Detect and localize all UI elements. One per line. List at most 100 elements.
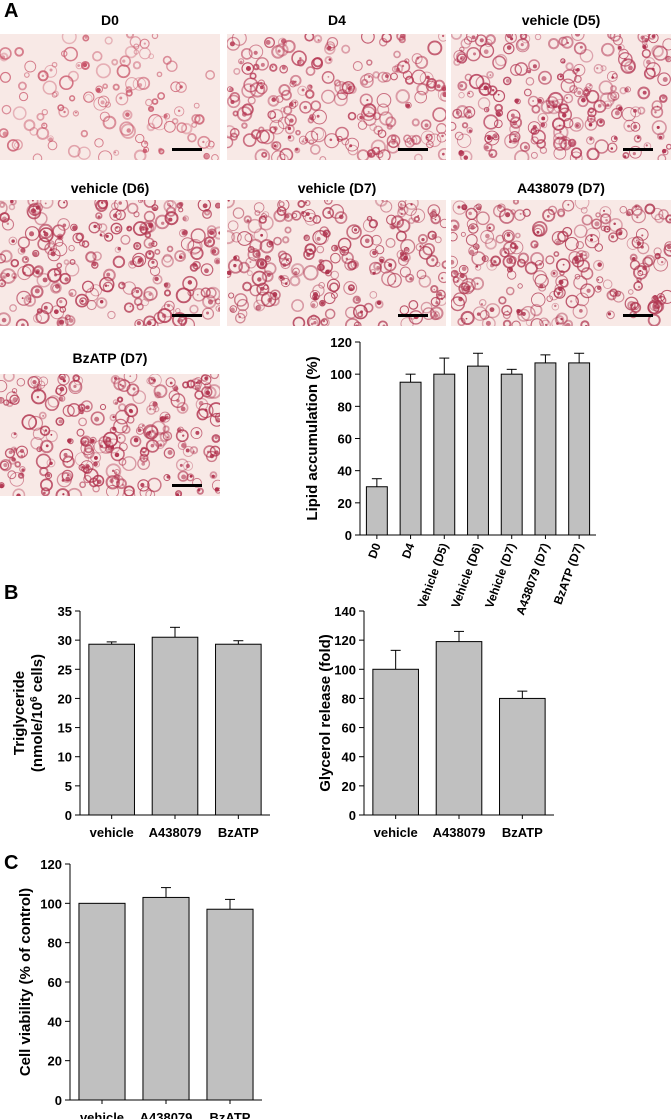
y-tick-label: 15 [58,721,72,736]
micrograph-title-vehicle-d6: vehicle (D6) [70,180,150,196]
micrograph-texture [0,200,220,326]
bar-glycerol-2 [499,697,546,816]
y-tick-label: 100 [330,367,352,382]
x-tick-label: A438079 [140,1110,193,1119]
y-tick-label: 20 [48,1054,62,1069]
scale-bar [623,314,653,317]
y-tick-label: 10 [58,750,72,765]
y-tick-label: 120 [40,857,62,872]
x-tick-label: A438079 [149,825,202,840]
y-tick-label: 40 [342,750,356,765]
bar-lipid-6 [568,362,591,536]
micrograph-title-d4: D4 [328,12,346,28]
y-tick-label: 120 [334,633,356,648]
y-tick-label: 20 [58,691,72,706]
y-tick-label: 0 [349,808,356,823]
y-tick-label: 80 [342,691,356,706]
micrograph-d0 [0,34,220,160]
y-tick-label: 0 [55,1093,62,1108]
bar-viability-1 [142,896,190,1101]
y-axis-label: Cell viability (% of control) [17,888,34,1076]
bar-triglyceride-2 [215,643,262,816]
micrograph-a438079-d7 [451,200,671,326]
y-tick-label: 100 [334,662,356,677]
x-tick-label: vehicle [80,1110,124,1119]
y-tick-label: 20 [342,779,356,794]
y-tick-label: 60 [338,432,352,447]
chart-triglyceride: 0 5 10 15 20 25 30 35 vehicle A438079 BzATP Triglyc… [11,604,270,840]
bar-lipid-4 [500,373,523,536]
micrograph-title-d0: D0 [101,12,119,28]
micrograph-texture [0,34,220,160]
panel-label-a: A [4,0,19,22]
y-tick-label: 30 [58,633,72,648]
micrograph-title-vehicle-d7: vehicle (D7) [297,180,377,196]
y-tick-label: 120 [330,335,352,350]
y-tick-label: 40 [48,1014,62,1029]
y-tick-label: 80 [48,936,62,951]
x-tick-label: BzATP [210,1110,251,1119]
y-tick-label: 140 [334,604,356,619]
scale-bar [172,314,202,317]
x-tick-label: BzATP [218,825,259,840]
x-tick-label: D4 [399,541,418,561]
bar-lipid-1 [399,381,422,536]
scale-bar [398,148,428,151]
panel-label-c: C [4,852,19,874]
micrograph-texture [451,34,671,160]
x-tick-label: A438079 [433,825,486,840]
y-tick-label: 0 [345,528,352,543]
micrograph-title-bzatp-d7: BzATP (D7) [72,350,148,366]
micrograph-texture [227,200,446,326]
x-tick-label: Vehicle (D6) [448,541,484,610]
y-tick-label: 35 [58,604,72,619]
micrograph-texture [227,34,446,160]
scale-bar [398,314,428,317]
x-tick-label: vehicle [374,825,418,840]
y-tick-label: 20 [338,496,352,511]
chart-glycerol: 0 20 40 60 80 100 120 140 vehicle A438079 BzATP Gly… [317,604,554,840]
y-tick-label: 60 [342,721,356,736]
y-axis-label-line2: (nmole/106 cells) [29,654,47,772]
y-axis-label-line1: Triglyceride [11,671,28,755]
micrograph-d4 [227,34,446,160]
bar-triglyceride-1 [151,636,199,816]
x-tick-label: D0 [365,541,384,561]
y-tick-label: 80 [338,399,352,414]
y-tick-label: 0 [65,808,72,823]
micrograph-texture [451,200,671,326]
bar-lipid-0 [365,486,388,536]
micrograph-texture [0,374,220,496]
x-tick-label: A438079 (D7) [513,541,552,617]
x-tick-label: Vehicle (D7) [482,541,518,610]
bar-viability-0 [78,902,126,1101]
bar-lipid-2 [433,373,456,536]
micrograph-title-a438079-d7: A438079 (D7) [517,180,605,196]
x-tick-label: Vehicle (D5) [415,541,451,610]
y-axis-label: Glycerol release (fold) [317,634,334,792]
y-axis-label: Lipid accumulation (%) [304,356,321,520]
bar-glycerol-0 [372,668,419,816]
x-tick-label: BzATP (D7) [551,541,586,606]
y-tick-label: 5 [65,779,72,794]
bar-lipid-5 [534,362,557,536]
y-tick-label: 60 [48,975,62,990]
bar-triglyceride-0 [88,643,135,816]
scale-bar [172,148,202,151]
y-tick-label: 40 [338,464,352,479]
micrograph-vehicle-d5 [451,34,671,160]
y-tick-label: 100 [40,896,62,911]
scale-bar [623,148,653,151]
y-tick-label: 25 [58,662,72,677]
micrograph-vehicle-d7 [227,200,446,326]
chart-viability: 0 20 40 60 80 100 120 vehicle A438079 BzATP Cell v… [17,857,262,1119]
micrograph-vehicle-d6 [0,200,220,326]
x-tick-label: BzATP [502,825,543,840]
bar-viability-2 [206,908,254,1101]
x-tick-label: vehicle [90,825,134,840]
scale-bar [172,484,202,487]
bar-glycerol-1 [435,641,483,816]
panel-label-b: B [4,582,19,604]
